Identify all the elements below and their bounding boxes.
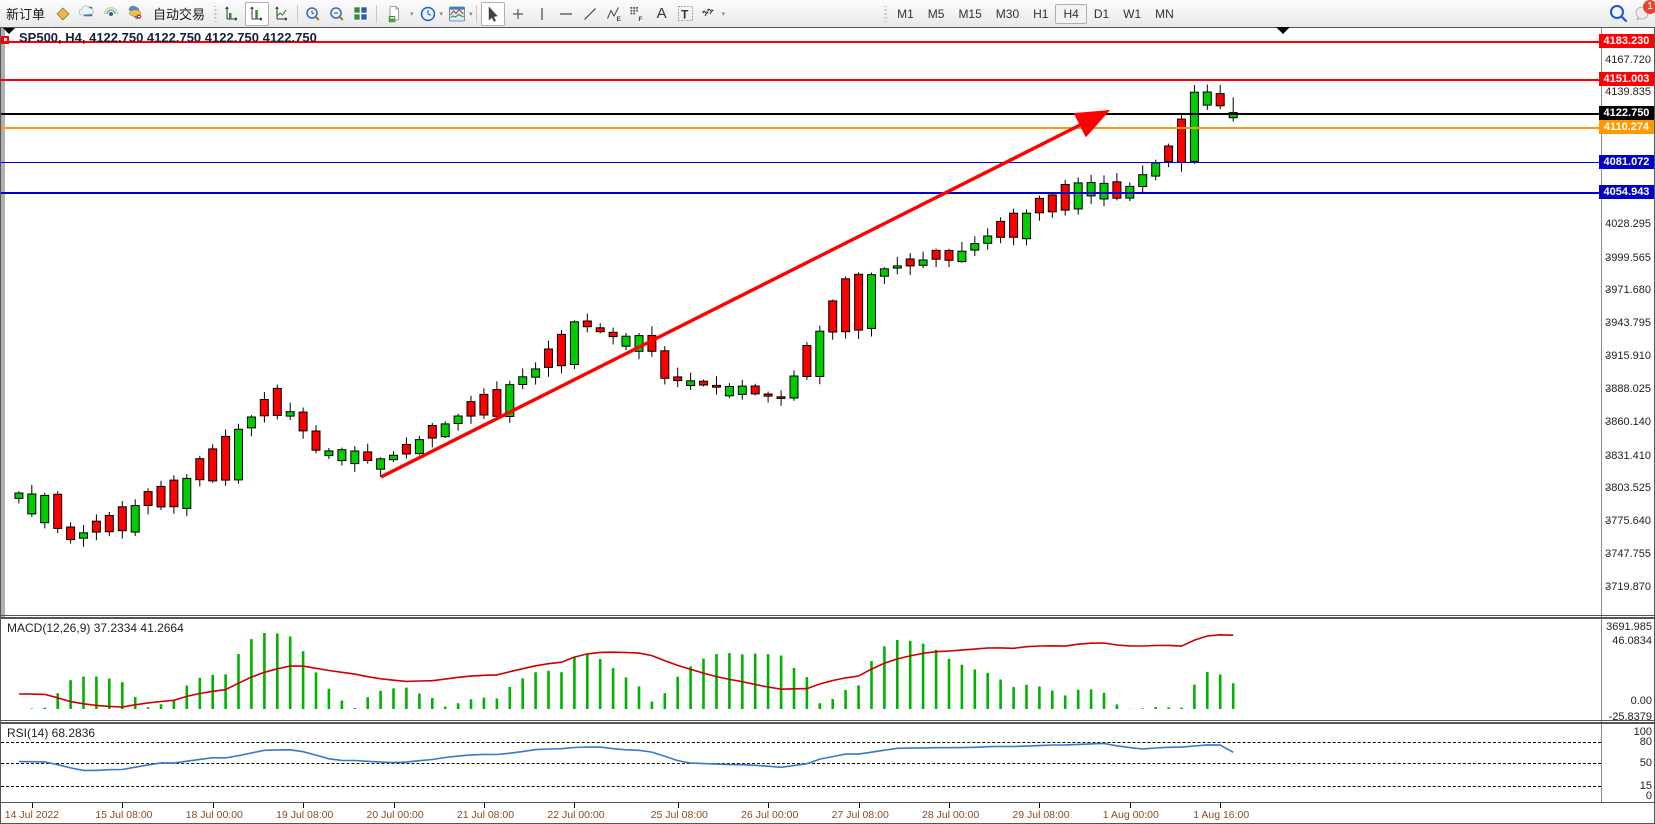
svg-text:F: F <box>638 16 642 23</box>
svg-text:E: E <box>616 16 621 23</box>
svg-text:T: T <box>681 7 689 21</box>
